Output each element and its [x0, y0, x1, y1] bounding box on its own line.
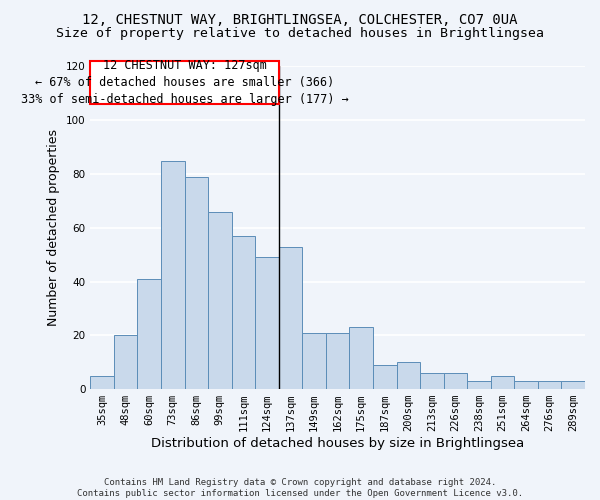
Bar	[538, 381, 562, 389]
Bar	[137, 279, 161, 389]
Text: Contains HM Land Registry data © Crown copyright and database right 2024.
Contai: Contains HM Land Registry data © Crown c…	[77, 478, 523, 498]
Bar	[397, 362, 420, 389]
Text: 12, CHESTNUT WAY, BRIGHTLINGSEA, COLCHESTER, CO7 0UA: 12, CHESTNUT WAY, BRIGHTLINGSEA, COLCHES…	[82, 12, 518, 26]
Bar	[255, 258, 279, 389]
Bar	[562, 381, 585, 389]
Bar	[420, 373, 443, 389]
Y-axis label: Number of detached properties: Number of detached properties	[47, 129, 60, 326]
Bar	[232, 236, 255, 389]
Bar	[302, 332, 326, 389]
Bar	[443, 373, 467, 389]
Bar	[91, 376, 114, 389]
Text: Size of property relative to detached houses in Brightlingsea: Size of property relative to detached ho…	[56, 28, 544, 40]
Bar	[114, 336, 137, 389]
Bar	[326, 332, 349, 389]
Bar	[279, 246, 302, 389]
Text: 12 CHESTNUT WAY: 127sqm
← 67% of detached houses are smaller (366)
33% of semi-d: 12 CHESTNUT WAY: 127sqm ← 67% of detache…	[20, 59, 349, 106]
FancyBboxPatch shape	[91, 61, 279, 104]
Bar	[185, 176, 208, 389]
Bar	[349, 327, 373, 389]
Bar	[208, 212, 232, 389]
Bar	[491, 376, 514, 389]
X-axis label: Distribution of detached houses by size in Brightlingsea: Distribution of detached houses by size …	[151, 437, 524, 450]
Bar	[514, 381, 538, 389]
Bar	[161, 160, 185, 389]
Bar	[467, 381, 491, 389]
Bar	[373, 365, 397, 389]
